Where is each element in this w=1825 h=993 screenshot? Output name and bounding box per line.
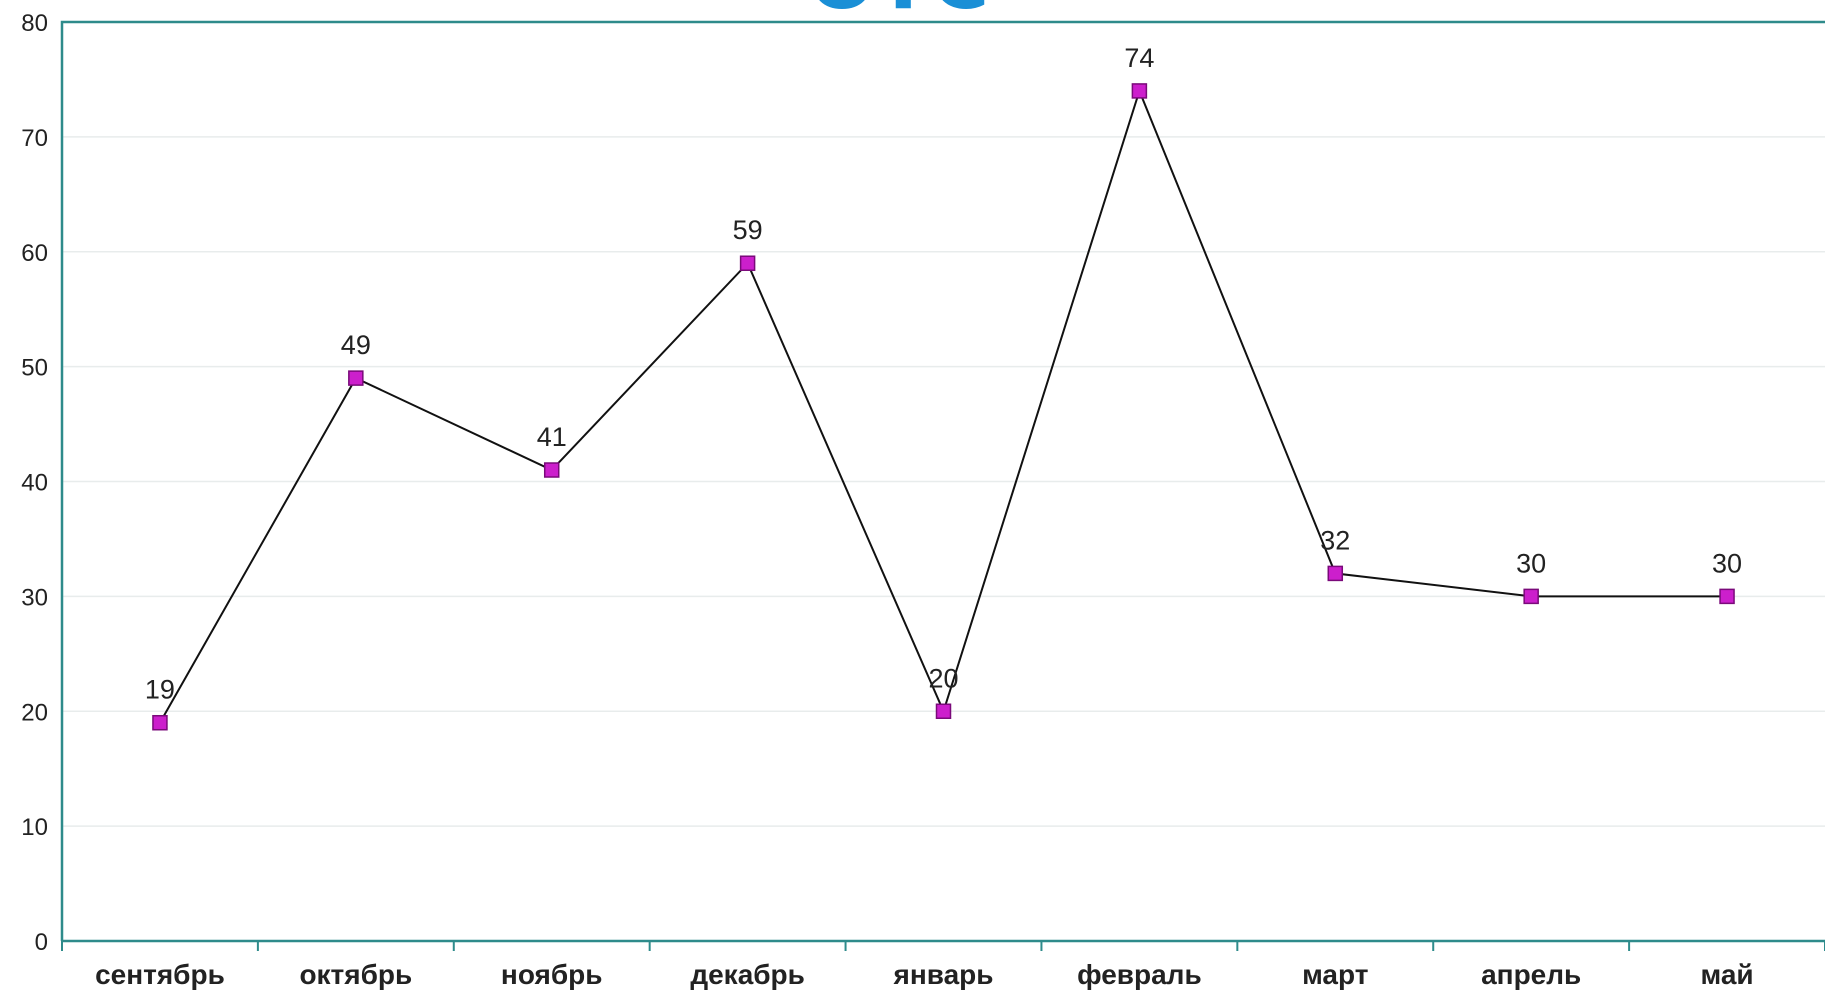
x-tick-label: декабрь — [690, 959, 805, 990]
y-tick-label: 70 — [21, 125, 48, 152]
x-tick-label: октябрь — [299, 959, 412, 990]
data-point-marker — [1327, 565, 1344, 582]
data-point-marker — [1131, 83, 1148, 99]
series-line-group — [159, 87, 1728, 724]
x-tick-label: май — [1700, 959, 1753, 990]
data-point-marker — [739, 255, 756, 271]
y-tick-label: 80 — [21, 10, 48, 37]
data-label: 19 — [145, 675, 175, 705]
data-label: 59 — [733, 215, 763, 245]
data-labels: 19 49 41 59 20 74 32 30 30 — [145, 43, 1742, 705]
y-tick-label: 40 — [21, 470, 48, 497]
data-label: 30 — [1712, 548, 1742, 578]
x-tick-label: сентябрь — [95, 959, 225, 990]
x-tick-label: ноябрь — [501, 959, 603, 990]
plot-frame — [60, 20, 1825, 941]
y-tick-label: 30 — [21, 584, 48, 611]
series-line — [159, 87, 1728, 724]
data-point-marker — [1719, 588, 1735, 605]
data-label: 20 — [928, 663, 958, 693]
gridlines — [62, 136, 1825, 827]
x-tick-label: апрель — [1481, 959, 1581, 990]
x-tick-label: январь — [893, 959, 994, 990]
y-tick-label: 60 — [21, 240, 48, 267]
data-point-marker — [1523, 588, 1539, 605]
x-axis-tick-labels: сентябрь октябрь ноябрь декабрь январь феврал… — [95, 959, 1754, 990]
x-tick-label: март — [1302, 959, 1368, 990]
y-tick-label: 10 — [21, 814, 48, 841]
y-tick-label: 0 — [35, 929, 48, 956]
data-point-marker — [935, 703, 952, 719]
y-tick-label: 50 — [21, 355, 48, 382]
data-label: 30 — [1516, 548, 1546, 578]
x-tick-label: февраль — [1077, 959, 1202, 990]
data-label: 32 — [1320, 525, 1350, 555]
data-label: 74 — [1124, 43, 1154, 73]
data-point-marker — [152, 714, 168, 731]
data-label: 41 — [537, 422, 567, 452]
data-label: 49 — [341, 330, 371, 360]
y-tick-label: 20 — [21, 699, 48, 726]
series-markers — [152, 83, 1735, 731]
data-point-marker — [543, 462, 560, 478]
axes — [60, 20, 1825, 951]
y-axis-tick-labels: 0 10 20 30 40 50 60 70 80 — [21, 10, 48, 956]
data-point-marker — [348, 370, 364, 386]
